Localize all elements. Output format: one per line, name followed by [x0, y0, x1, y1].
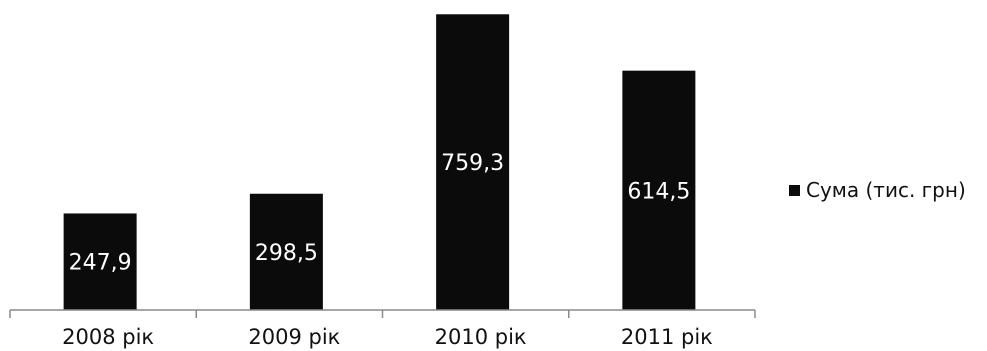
x-tick-label-2008: 2008 рік [62, 325, 154, 349]
x-tick-label-2009: 2009 рік [248, 325, 340, 349]
bar-2008 [63, 213, 137, 310]
bars [63, 14, 696, 310]
x-axis-ticks [9, 310, 756, 318]
data-labels: 247,9 298,5 759,3 614,5 [69, 151, 691, 276]
data-label-2011: 614,5 [627, 179, 690, 204]
legend-label: Сума (тис. грн) [806, 178, 966, 202]
x-tick-label-2010: 2010 рік [435, 325, 527, 349]
x-axis-tick-labels: 2008 рік 2009 рік 2010 рік 2011 рік [62, 325, 713, 349]
data-label-2009: 298,5 [255, 241, 318, 266]
bar-2010 [436, 14, 510, 310]
bar-2011 [622, 70, 696, 310]
legend-swatch [789, 185, 800, 196]
bar-2009 [249, 193, 323, 310]
data-label-2008: 247,9 [69, 251, 132, 276]
x-tick-label-2011: 2011 рік [621, 325, 713, 349]
data-label-2010: 759,3 [441, 151, 504, 176]
legend: Сума (тис. грн) [789, 178, 966, 202]
